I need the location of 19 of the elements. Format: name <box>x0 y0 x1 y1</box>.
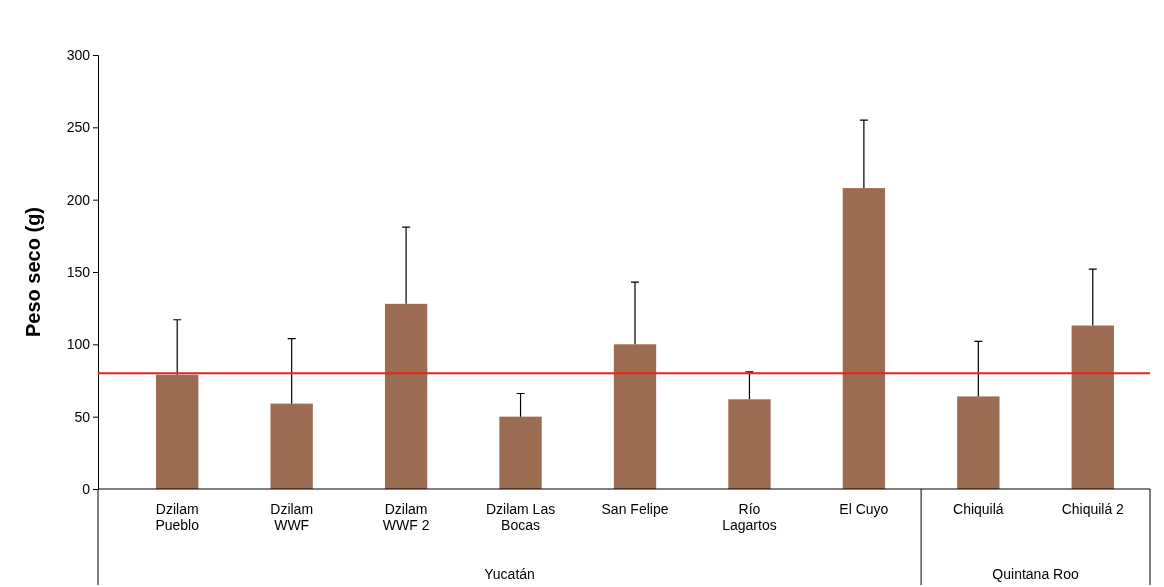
x-tick-label: Dzilam WWF 2 <box>382 501 430 534</box>
text: Yucatán <box>484 566 535 582</box>
x-tick-label: San Felipe <box>601 501 669 517</box>
x-tick-label: Chiquilá 2 <box>1061 501 1125 517</box>
y-axis-title: Peso seco (g) <box>22 206 44 338</box>
y-tick-label: 300 <box>66 46 91 63</box>
x-tick-label: Dzilam Pueblo <box>155 501 200 534</box>
y-tick-label: 0 <box>82 480 91 497</box>
y-tick-label: 200 <box>66 191 91 208</box>
text: Quintana Roo <box>992 566 1079 582</box>
x-tick-label: Chiquilá <box>953 501 1004 517</box>
x-tick-label: Río Lagartos <box>722 501 777 534</box>
x-tick-label: El Cuyo <box>839 501 889 517</box>
y-tick-label: 150 <box>66 263 91 280</box>
x-tick-label: Dzilam WWF <box>270 501 314 534</box>
y-tick-label: 100 <box>66 336 91 353</box>
y-tick-label: 250 <box>66 119 91 136</box>
x-tick-label: Dzilam Las Bocas <box>485 501 556 534</box>
y-tick-label: 50 <box>74 408 91 425</box>
